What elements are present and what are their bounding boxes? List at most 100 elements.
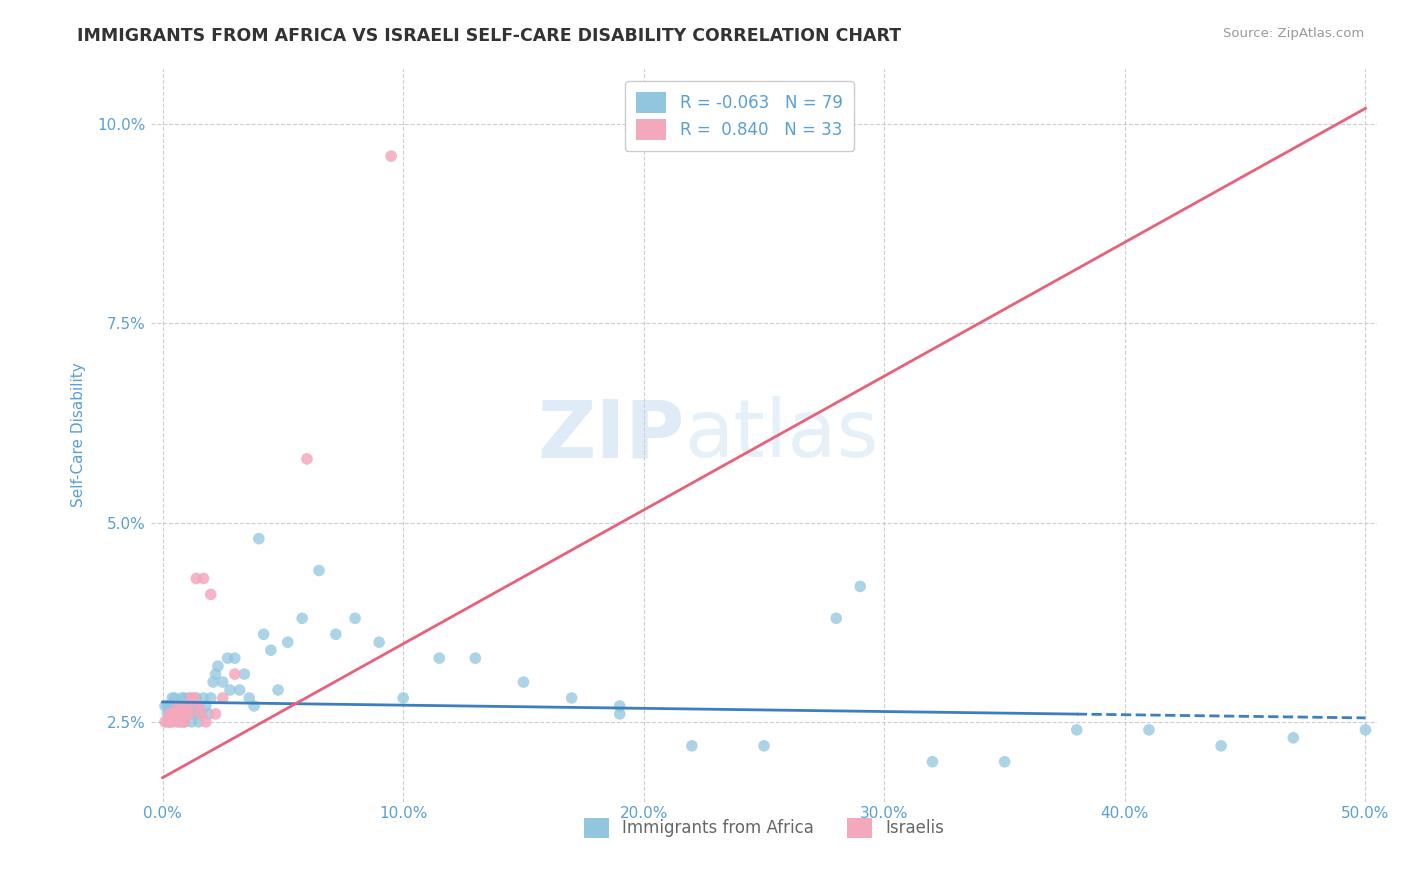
Point bbox=[170, 714, 193, 729]
Point bbox=[186, 706, 208, 721]
Point bbox=[166, 714, 188, 729]
Point bbox=[153, 698, 176, 713]
Point bbox=[1137, 723, 1160, 737]
Point bbox=[1282, 731, 1305, 745]
Point bbox=[260, 643, 283, 657]
Point bbox=[177, 691, 200, 706]
Point bbox=[162, 706, 184, 721]
Point bbox=[392, 691, 415, 706]
Point bbox=[186, 691, 208, 706]
Point bbox=[186, 572, 208, 586]
Point bbox=[224, 651, 246, 665]
Point bbox=[180, 698, 202, 713]
Point bbox=[200, 587, 222, 601]
Point bbox=[561, 691, 583, 706]
Point bbox=[170, 698, 193, 713]
Point bbox=[176, 706, 198, 721]
Point bbox=[176, 706, 198, 721]
Point bbox=[169, 698, 191, 713]
Point bbox=[170, 698, 193, 713]
Point bbox=[1354, 723, 1376, 737]
Point bbox=[163, 698, 186, 713]
Point bbox=[325, 627, 347, 641]
Point bbox=[193, 691, 215, 706]
Point bbox=[187, 698, 209, 713]
Point bbox=[224, 667, 246, 681]
Point bbox=[169, 706, 191, 721]
Point bbox=[159, 698, 181, 713]
Point bbox=[344, 611, 367, 625]
Point bbox=[1211, 739, 1233, 753]
Point bbox=[166, 698, 188, 713]
Point bbox=[211, 691, 233, 706]
Point bbox=[609, 698, 631, 713]
Point bbox=[190, 706, 212, 721]
Point bbox=[162, 698, 184, 713]
Point bbox=[169, 698, 191, 713]
Point bbox=[180, 691, 202, 706]
Point bbox=[162, 706, 184, 721]
Point bbox=[162, 714, 184, 729]
Point bbox=[187, 698, 209, 713]
Point bbox=[277, 635, 299, 649]
Point bbox=[295, 452, 318, 467]
Point bbox=[204, 667, 226, 681]
Point bbox=[609, 706, 631, 721]
Point bbox=[512, 675, 534, 690]
Point bbox=[187, 714, 209, 729]
Point bbox=[180, 714, 202, 729]
Point bbox=[183, 691, 205, 706]
Point bbox=[253, 627, 276, 641]
Point bbox=[219, 683, 242, 698]
Point bbox=[207, 659, 229, 673]
Legend: Immigrants from Africa, Israelis: Immigrants from Africa, Israelis bbox=[576, 811, 950, 845]
Point bbox=[464, 651, 486, 665]
Point bbox=[159, 714, 181, 729]
Point bbox=[752, 739, 775, 753]
Point bbox=[177, 698, 200, 713]
Point bbox=[162, 691, 184, 706]
Point bbox=[921, 755, 943, 769]
Point bbox=[169, 706, 191, 721]
Point bbox=[211, 675, 233, 690]
Point bbox=[176, 698, 198, 713]
Point bbox=[200, 691, 222, 706]
Y-axis label: Self-Care Disability: Self-Care Disability bbox=[72, 363, 86, 508]
Point bbox=[177, 706, 200, 721]
Point bbox=[204, 706, 226, 721]
Point bbox=[681, 739, 703, 753]
Text: atlas: atlas bbox=[685, 396, 879, 474]
Point bbox=[156, 714, 179, 729]
Point bbox=[169, 714, 191, 729]
Point bbox=[173, 706, 195, 721]
Point bbox=[166, 698, 188, 713]
Point bbox=[166, 706, 188, 721]
Text: IMMIGRANTS FROM AFRICA VS ISRAELI SELF-CARE DISABILITY CORRELATION CHART: IMMIGRANTS FROM AFRICA VS ISRAELI SELF-C… bbox=[77, 27, 901, 45]
Point bbox=[368, 635, 391, 649]
Text: Source: ZipAtlas.com: Source: ZipAtlas.com bbox=[1223, 27, 1364, 40]
Point bbox=[194, 714, 217, 729]
Point bbox=[177, 706, 200, 721]
Point bbox=[183, 698, 205, 713]
Point bbox=[202, 675, 225, 690]
Point bbox=[994, 755, 1017, 769]
Point bbox=[1066, 723, 1088, 737]
Text: ZIP: ZIP bbox=[537, 396, 685, 474]
Point bbox=[380, 149, 402, 163]
Point bbox=[170, 691, 193, 706]
Point bbox=[238, 691, 260, 706]
Point bbox=[170, 706, 193, 721]
Point bbox=[194, 698, 217, 713]
Point bbox=[183, 706, 205, 721]
Point bbox=[243, 698, 266, 713]
Point bbox=[825, 611, 848, 625]
Point bbox=[163, 706, 186, 721]
Point bbox=[267, 683, 290, 698]
Point bbox=[193, 572, 215, 586]
Point bbox=[197, 706, 219, 721]
Point bbox=[176, 698, 198, 713]
Point bbox=[159, 706, 181, 721]
Point bbox=[427, 651, 450, 665]
Point bbox=[156, 698, 179, 713]
Point bbox=[173, 714, 195, 729]
